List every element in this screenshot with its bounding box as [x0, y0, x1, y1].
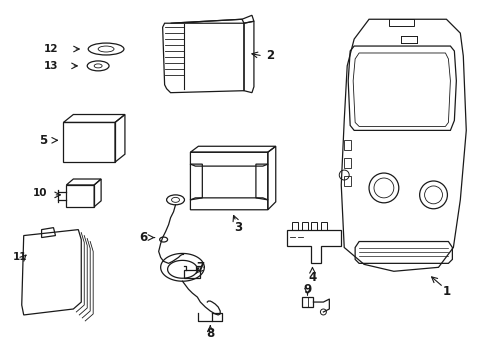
Text: 11: 11	[13, 252, 27, 262]
Text: 7: 7	[196, 261, 204, 274]
Text: 2: 2	[265, 49, 273, 63]
Text: 12: 12	[44, 44, 59, 54]
Text: 5: 5	[40, 134, 48, 147]
Text: 4: 4	[308, 271, 316, 284]
Text: 8: 8	[206, 327, 214, 340]
Text: 9: 9	[303, 283, 311, 296]
Text: 6: 6	[140, 231, 147, 244]
Text: 13: 13	[44, 61, 59, 71]
Text: 3: 3	[234, 221, 242, 234]
Text: 10: 10	[32, 188, 47, 198]
Text: 1: 1	[442, 285, 449, 298]
